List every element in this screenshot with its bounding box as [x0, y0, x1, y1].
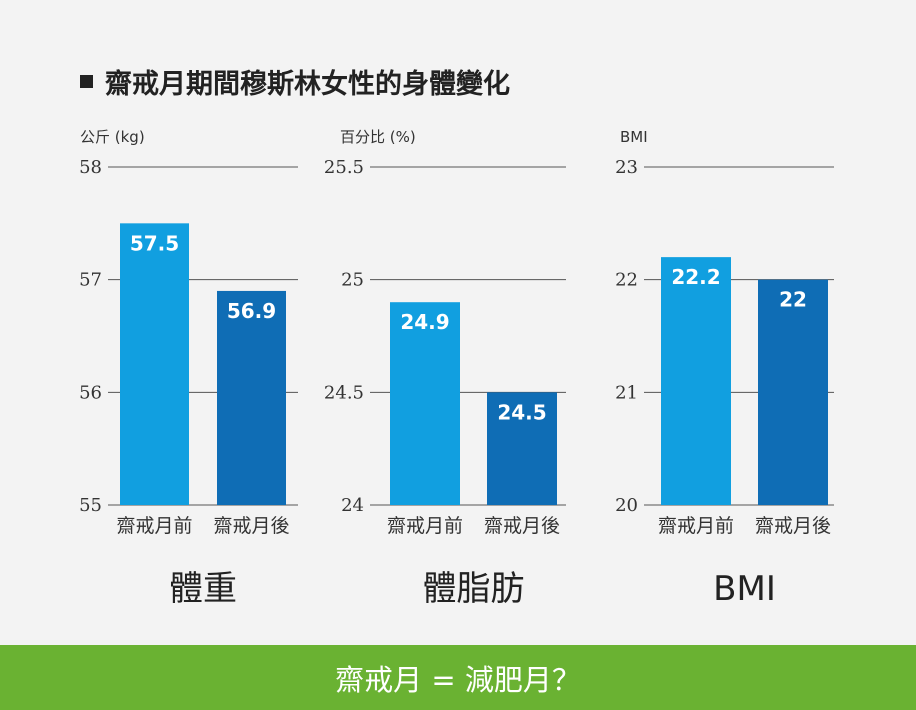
bar [487, 392, 557, 505]
y-tick-label: 20 [615, 495, 638, 516]
bar-value-label: 22 [779, 288, 807, 312]
bar-value-label: 22.2 [671, 265, 720, 289]
footer-banner: 齋戒月 = 減肥月？ [0, 645, 916, 710]
axis-unit-label: BMI [620, 128, 648, 146]
y-tick-label: 25.5 [324, 157, 364, 178]
bar-value-label: 24.5 [497, 400, 546, 424]
y-tick-label: 56 [79, 382, 102, 403]
y-tick-label: 57 [79, 270, 102, 291]
chart-bmi: BMI 20 21 22 23 22.2 齋戒月前 22 齋戒月後 BMI [615, 128, 834, 609]
category-label: 齋戒月前 [658, 515, 734, 537]
heading-text: 齋戒月期間穆斯林女性的身體變化 [105, 69, 510, 100]
y-tick-label: 22 [615, 270, 638, 291]
heading-bullet-icon [80, 75, 93, 88]
axis-unit-label: 百分比 (%) [340, 128, 416, 146]
chart-title: 體脂肪 [423, 569, 525, 609]
category-label: 齋戒月後 [484, 515, 560, 537]
bar-value-label: 24.9 [400, 310, 449, 334]
y-tick-label: 24 [341, 495, 364, 516]
y-tick-label: 21 [615, 382, 638, 403]
category-label: 齋戒月前 [116, 515, 192, 537]
y-tick-label: 25 [341, 270, 364, 291]
category-label: 齋戒月後 [213, 515, 289, 537]
chart-heading: 齋戒月期間穆斯林女性的身體變化 [80, 62, 510, 101]
bar [661, 257, 731, 505]
category-label: 齋戒月前 [387, 515, 463, 537]
y-tick-label: 23 [615, 157, 638, 178]
y-tick-label: 55 [79, 495, 102, 516]
bar-value-label: 57.5 [130, 231, 179, 255]
category-label: 齋戒月後 [755, 515, 831, 537]
bar [217, 290, 286, 505]
bar [390, 302, 460, 505]
bar [758, 279, 828, 505]
y-tick-label: 24.5 [324, 382, 364, 403]
chart-title: BMI [713, 569, 776, 609]
charts-area: 公斤 (kg) 55 56 57 58 57.5 齋戒月前 56.9 齋戒月後體重 百分比 (%… [79, 128, 834, 609]
footer-text: 齋戒月 = 減肥月？ [335, 662, 581, 697]
y-tick-label: 58 [79, 157, 102, 178]
bar-value-label: 56.9 [227, 299, 276, 323]
axis-unit-label: 公斤 (kg) [80, 128, 145, 146]
chart-title: 體重 [169, 569, 237, 609]
bar [120, 223, 189, 505]
